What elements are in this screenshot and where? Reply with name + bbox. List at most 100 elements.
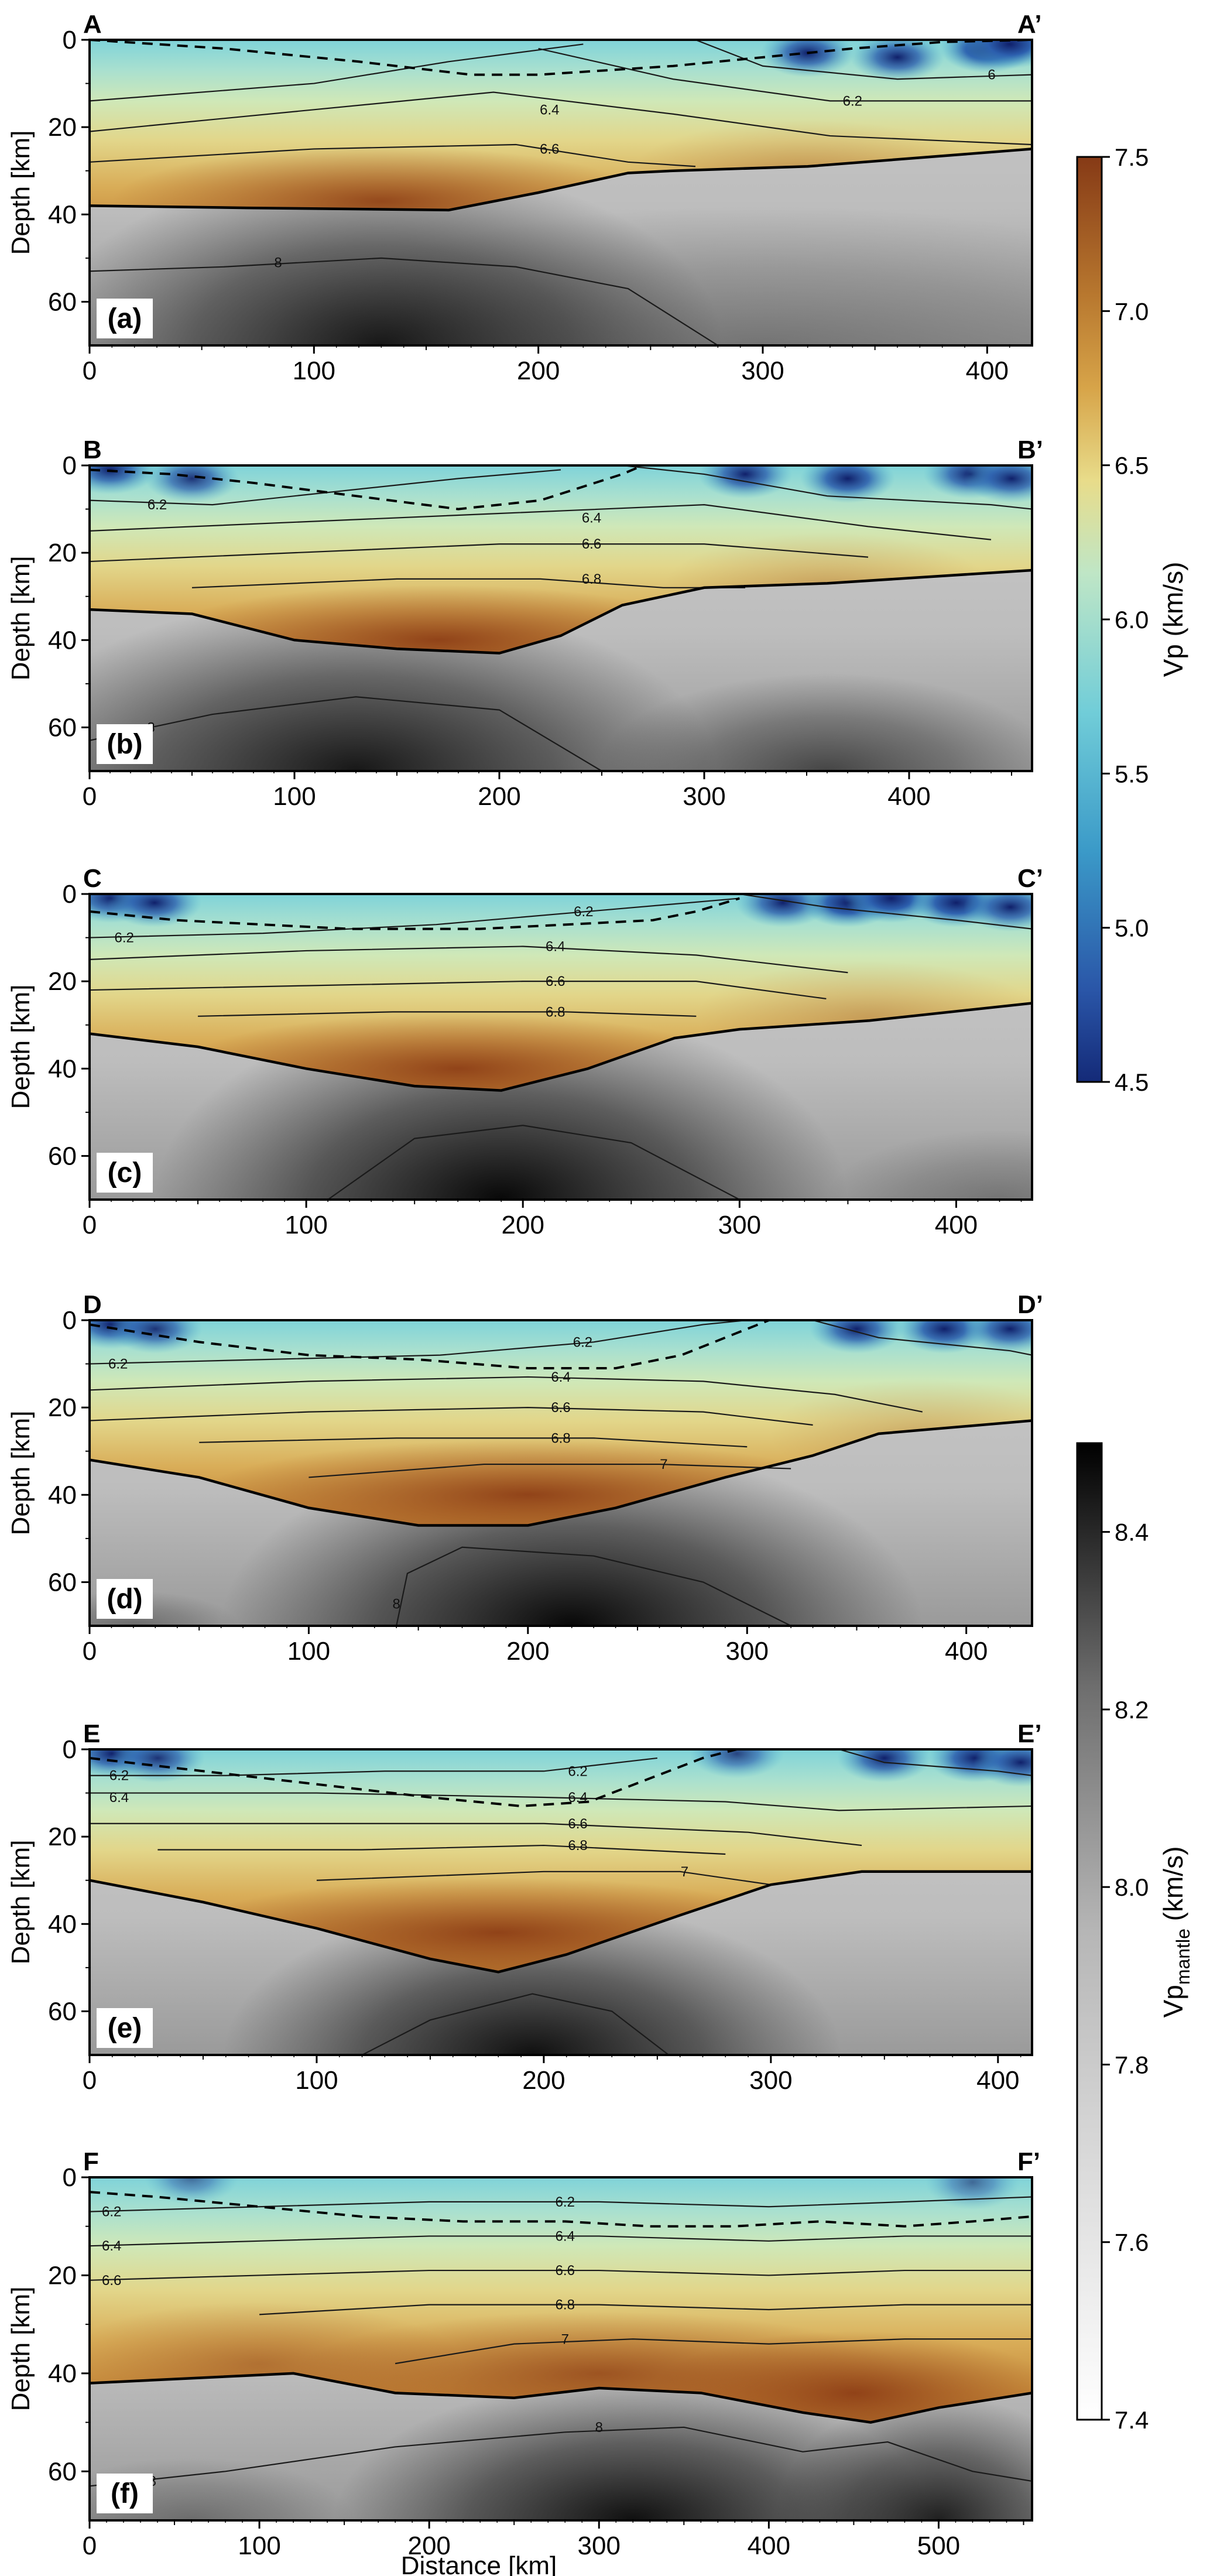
moho-boundary [90, 1002, 1032, 1092]
x-tick-label: 400 [887, 782, 930, 811]
profile-end-label: A’ [1017, 10, 1042, 39]
x-tick-label: 200 [517, 357, 560, 385]
colorbar-crust-tick-label: 6.0 [1115, 606, 1149, 633]
contour-label: 8 [274, 255, 282, 270]
panel-d-model: 6.2 6.2 6.4 6.6 6.8 7 8 [90, 1320, 1032, 1626]
dashed-interface [90, 40, 1032, 76]
contour-label: 6.2 [573, 1334, 592, 1350]
dashed-interface [90, 1320, 770, 1370]
panel-letter: (a) [108, 303, 142, 334]
velocity-contour [191, 578, 745, 588]
velocity-contour [395, 2338, 1032, 2365]
y-axis-label: Depth [km] [6, 131, 35, 255]
contour-label: 6.8 [582, 571, 601, 587]
contour-label: 8 [393, 1597, 400, 1612]
velocity-contour [90, 143, 696, 167]
sediment-low-velocity [809, 1320, 904, 1354]
panel-letter-box [97, 1153, 153, 1193]
x-tick-label: 100 [238, 2532, 280, 2560]
velocity-contour [198, 1011, 697, 1017]
contour-label: 6.4 [556, 2228, 575, 2244]
contour-label: 6.4 [546, 938, 565, 954]
contour-label: 8 [595, 2420, 603, 2435]
contour-label: 6.2 [102, 2204, 121, 2220]
velocity-contour [838, 1749, 1032, 1776]
velocity-contour [396, 1546, 791, 1626]
y-tick-label: 0 [63, 1306, 77, 1335]
velocity-contour [90, 946, 848, 974]
x-tick-label: 400 [935, 1211, 978, 1239]
profile-start-label: C [83, 864, 102, 893]
y-tick-label: 40 [48, 200, 77, 229]
colorbar-mantle-tick-label: 7.4 [1115, 2406, 1149, 2434]
colorbar-mantle-label-sub: mantle [1173, 1928, 1194, 1985]
sediment-low-velocity [735, 894, 830, 927]
panel-letter-box [97, 1579, 153, 1619]
panel-letter: (c) [108, 1157, 142, 1188]
x-tick-label: 100 [295, 2066, 338, 2095]
dashed-interface [90, 2191, 1032, 2228]
moho-boundary [90, 1870, 1032, 1974]
y-tick-label: 0 [63, 26, 77, 54]
panel-frame [88, 1748, 1033, 2056]
velocity-contour [739, 894, 1032, 930]
contour-label: 6.8 [551, 1430, 570, 1446]
x-tick-label: 200 [522, 2066, 565, 2095]
colorbar-crust-tick-label: 4.5 [1115, 1068, 1149, 1096]
contour-label: 6 [988, 67, 995, 83]
contour-label: 6.4 [109, 1790, 129, 1806]
x-tick-label: 200 [506, 1637, 549, 1666]
contour-label: 6.4 [102, 2238, 121, 2254]
panel-e: 6.2 6.4 6.2 6.4 6.6 6.8 7 E E’ (e) 0 20 40 60 Depth [k… [6, 1719, 1042, 2095]
colorbar-mantle-label-unit: (km/s) [1158, 1847, 1188, 1929]
contour-label: 6.4 [551, 1369, 570, 1385]
x-tick-label: 100 [293, 357, 335, 385]
velocity-contour [813, 1320, 1032, 1356]
contour-label: 6.6 [568, 1816, 587, 1832]
y-tick-label: 20 [48, 2261, 77, 2290]
velocity-contour [90, 543, 869, 563]
velocity-contour [90, 257, 718, 345]
velocity-contour [90, 2426, 1032, 2487]
contour-label: 6.4 [582, 510, 601, 526]
contour-label: 6.2 [148, 497, 167, 513]
x-tick-label: 100 [284, 1211, 327, 1239]
velocity-contour [362, 1993, 669, 2055]
y-tick-label: 40 [48, 626, 77, 655]
velocity-contour [90, 469, 561, 506]
panel-c: 6.2 6.2 6.4 6.6 6.8 C C’ (c) 0 20 40 60 Depth [km] 0 1… [6, 864, 1043, 1239]
mantle-low-velocity-anomaly [776, 2395, 1032, 2520]
velocity-contour [327, 1125, 740, 1200]
colorbar-mantle-tick-label: 8.4 [1115, 1519, 1149, 1546]
panel-letter-box [97, 299, 153, 338]
x-tick-label: 0 [83, 357, 97, 385]
velocity-contour [90, 1823, 862, 1847]
x-tick-label: 0 [83, 1637, 97, 1666]
panel-e-model: 6.2 6.4 6.2 6.4 6.6 6.8 7 [90, 1749, 1032, 2055]
contour-label: 6.6 [556, 2263, 575, 2279]
colorbar-mantle-tick-label: 7.8 [1115, 2051, 1149, 2078]
colorbar-mantle-tick-label: 8.2 [1115, 1696, 1149, 1724]
moho-boundary [90, 2372, 1032, 2424]
dashed-interface [90, 465, 643, 511]
y-tick-label: 0 [63, 451, 77, 480]
profile-start-label: E [83, 1719, 100, 1748]
sediment-low-velocity [110, 1749, 205, 1783]
velocity-contour [316, 1871, 772, 1886]
contour-label: 6.6 [551, 1400, 570, 1416]
panels-group: 6.4 6.6 6 6.2 8 A A’ (a) 0 20 40 60 Depth [km] 0 100 20… [6, 10, 1043, 2576]
y-tick-label: 40 [48, 1054, 77, 1083]
mantle-low-velocity-anomaly [90, 2457, 355, 2520]
x-tick-label: 300 [749, 2066, 792, 2095]
velocity-contour [199, 1437, 748, 1448]
contour-label: 6.2 [556, 2194, 575, 2210]
x-tick-label: 300 [726, 1637, 769, 1666]
panel-frame [88, 893, 1033, 1201]
y-axis-label: Depth [km] [6, 1411, 35, 1536]
sediment-low-velocity [897, 1320, 992, 1354]
x-tick-label: 0 [83, 1211, 97, 1239]
y-tick-label: 60 [48, 713, 77, 742]
panel-letter-box [97, 2474, 153, 2513]
velocity-contour [90, 91, 1032, 146]
